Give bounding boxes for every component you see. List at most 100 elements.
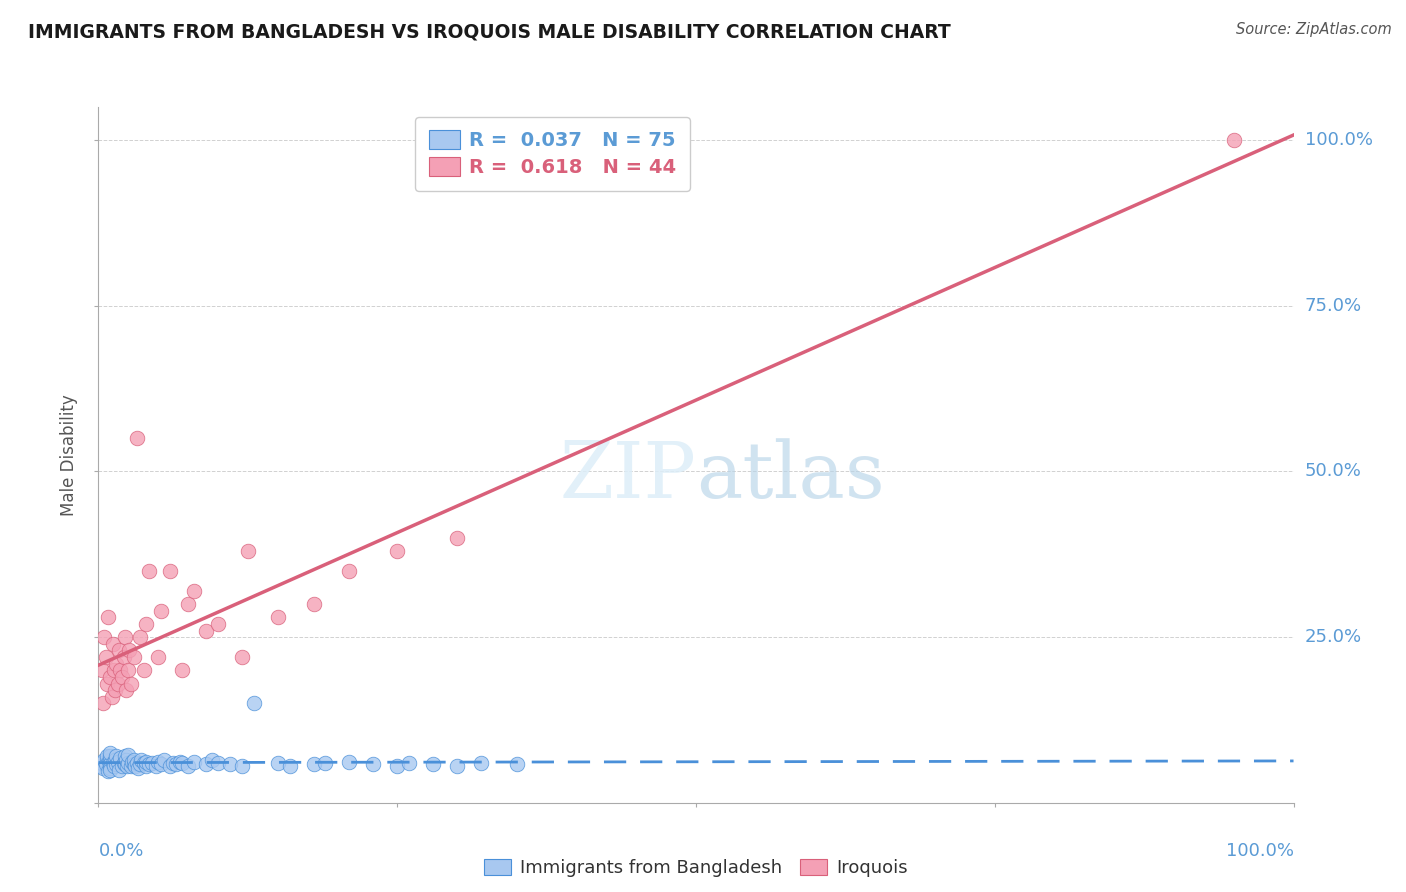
- Point: [315, 756, 337, 770]
- Point: [97, 764, 120, 778]
- Text: 25.0%: 25.0%: [1305, 628, 1362, 646]
- Point: [165, 757, 187, 772]
- Point: [207, 756, 229, 770]
- Point: [506, 757, 529, 772]
- Point: [148, 650, 170, 665]
- Point: [125, 431, 148, 445]
- Point: [183, 755, 205, 769]
- Point: [93, 630, 115, 644]
- Point: [243, 697, 266, 711]
- Point: [1222, 133, 1246, 147]
- Point: [135, 755, 157, 769]
- Point: [103, 663, 125, 677]
- Point: [101, 756, 124, 770]
- Y-axis label: Male Disability: Male Disability: [60, 394, 79, 516]
- Point: [118, 643, 141, 657]
- Point: [97, 610, 120, 624]
- Point: [194, 624, 217, 638]
- Point: [177, 597, 200, 611]
- Point: [219, 757, 242, 772]
- Point: [104, 753, 127, 767]
- Point: [107, 643, 129, 657]
- Point: [108, 750, 131, 764]
- Point: [385, 759, 409, 773]
- Text: 100.0%: 100.0%: [1226, 842, 1294, 860]
- Point: [98, 763, 122, 777]
- Point: [115, 759, 138, 773]
- Text: 75.0%: 75.0%: [1305, 297, 1362, 315]
- Point: [446, 759, 468, 773]
- Point: [183, 583, 205, 598]
- Point: [337, 755, 360, 769]
- Point: [267, 756, 290, 770]
- Point: [124, 757, 146, 772]
- Text: Source: ZipAtlas.com: Source: ZipAtlas.com: [1236, 22, 1392, 37]
- Point: [148, 755, 170, 769]
- Point: [138, 564, 160, 578]
- Legend: Immigrants from Bangladesh, Iroquois: Immigrants from Bangladesh, Iroquois: [477, 852, 915, 884]
- Point: [112, 650, 135, 665]
- Point: [98, 746, 122, 760]
- Point: [111, 759, 134, 773]
- Text: 0.0%: 0.0%: [98, 842, 143, 860]
- Point: [112, 756, 135, 770]
- Point: [120, 759, 142, 773]
- Point: [302, 757, 325, 772]
- Point: [149, 757, 172, 772]
- Point: [153, 753, 176, 767]
- Point: [302, 597, 325, 611]
- Point: [115, 683, 138, 698]
- Point: [231, 759, 253, 773]
- Point: [169, 755, 191, 769]
- Point: [120, 676, 142, 690]
- Point: [98, 749, 122, 764]
- Point: [115, 753, 138, 767]
- Point: [201, 753, 224, 767]
- Point: [114, 757, 136, 772]
- Point: [363, 757, 385, 772]
- Point: [91, 663, 114, 677]
- Point: [107, 676, 129, 690]
- Point: [124, 650, 146, 665]
- Point: [138, 757, 160, 772]
- Point: [145, 759, 167, 773]
- Point: [236, 544, 259, 558]
- Point: [385, 544, 409, 558]
- Point: [141, 756, 163, 770]
- Point: [127, 761, 149, 775]
- Point: [98, 670, 122, 684]
- Point: [267, 610, 290, 624]
- Text: ZIP: ZIP: [560, 438, 696, 514]
- Point: [103, 759, 125, 773]
- Point: [125, 756, 148, 770]
- Point: [96, 749, 118, 764]
- Point: [107, 763, 129, 777]
- Point: [470, 756, 492, 770]
- Point: [96, 676, 118, 690]
- Point: [111, 670, 134, 684]
- Point: [104, 683, 127, 698]
- Point: [194, 757, 217, 772]
- Point: [398, 756, 420, 770]
- Text: 50.0%: 50.0%: [1305, 462, 1361, 481]
- Point: [105, 749, 128, 764]
- Point: [422, 757, 444, 772]
- Point: [446, 531, 468, 545]
- Point: [100, 690, 122, 704]
- Point: [114, 630, 136, 644]
- Point: [131, 753, 153, 767]
- Point: [149, 604, 172, 618]
- Point: [91, 761, 114, 775]
- Point: [172, 756, 194, 770]
- Point: [117, 748, 139, 763]
- Text: IMMIGRANTS FROM BANGLADESH VS IROQUOIS MALE DISABILITY CORRELATION CHART: IMMIGRANTS FROM BANGLADESH VS IROQUOIS M…: [28, 22, 950, 41]
- Point: [159, 564, 181, 578]
- Point: [121, 755, 143, 769]
- Point: [117, 756, 139, 770]
- Point: [162, 756, 184, 770]
- Point: [98, 757, 122, 772]
- Point: [94, 650, 117, 665]
- Point: [172, 663, 194, 677]
- Point: [91, 697, 114, 711]
- Point: [135, 616, 157, 631]
